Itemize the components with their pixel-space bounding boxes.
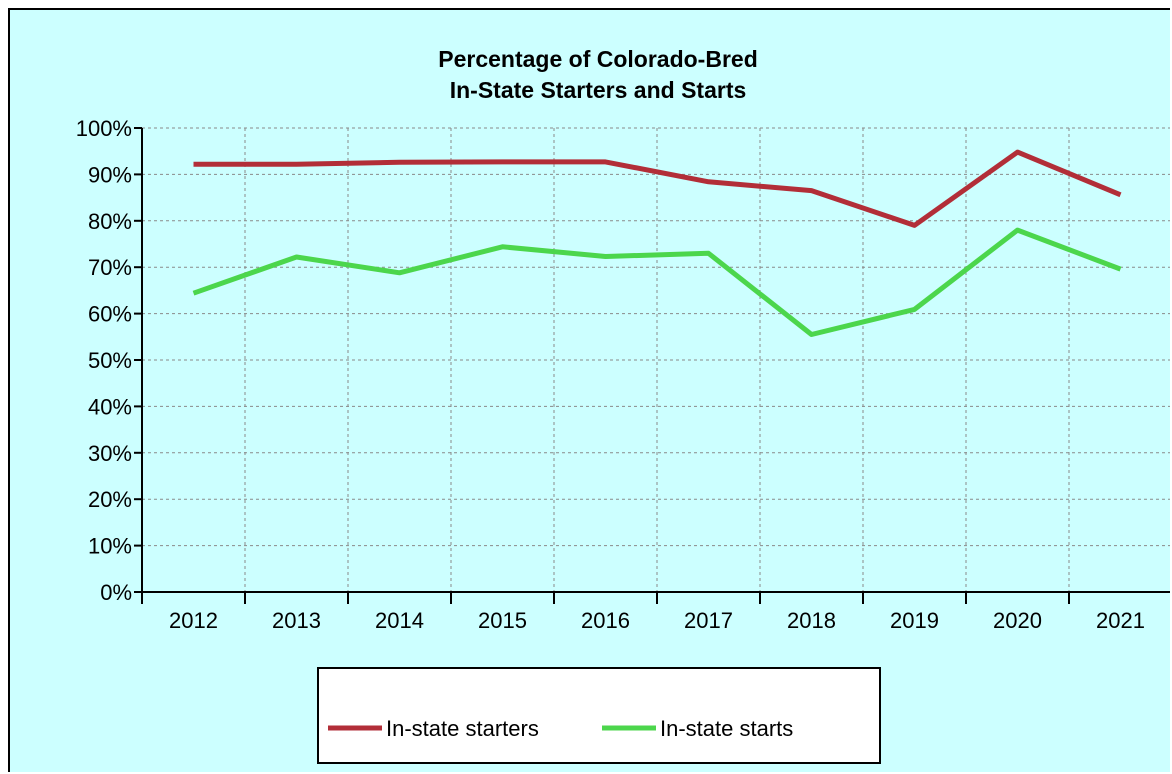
series-line-in-state-starts	[192, 227, 1122, 337]
y-tick-label: 40%	[88, 394, 132, 419]
chart-title-line-2: In-State Starters and Starts	[450, 77, 747, 103]
series-lines	[192, 149, 1122, 337]
grid-lines	[134, 127, 1170, 604]
legend-label-in-state-starts: In-state starts	[660, 716, 793, 741]
chart-frame: Percentage of Colorado-Bred In-State Sta…	[8, 8, 1170, 772]
x-tick-label: 2017	[684, 608, 733, 633]
x-tick-label: 2015	[478, 608, 527, 633]
y-tick-label: 100%	[76, 116, 132, 141]
y-tick-label: 70%	[88, 255, 132, 280]
x-tick-labels: 2012 2013 2014 2015 2016 2017 2018 2019 2020 2021	[169, 608, 1145, 633]
legend-box	[317, 667, 881, 764]
chart-title-line-1: Percentage of Colorado-Bred	[438, 46, 758, 72]
y-tick-label: 50%	[88, 348, 132, 373]
x-tick-label: 2020	[993, 608, 1042, 633]
legend: In-state starters In-state starts	[317, 667, 881, 764]
y-tick-label: 0%	[100, 580, 132, 605]
y-tick-label: 10%	[88, 534, 132, 559]
x-tick-label: 2016	[581, 608, 630, 633]
x-tick-label: 2014	[375, 608, 424, 633]
x-tick-label: 2013	[272, 608, 321, 633]
plot-area	[142, 128, 1170, 592]
y-tick-labels: 0% 10% 20% 30% 40% 50% 60% 70% 80% 90% 100%	[76, 116, 132, 605]
legend-label-in-state-starters: In-state starters	[386, 716, 539, 741]
y-tick-label: 30%	[88, 441, 132, 466]
y-tick-label: 80%	[88, 209, 132, 234]
axes	[141, 128, 1170, 593]
y-tick-label: 90%	[88, 162, 132, 187]
y-tick-label: 60%	[88, 302, 132, 327]
x-tick-label: 2021	[1096, 608, 1145, 633]
series-line-in-state-starters	[193, 149, 1122, 228]
y-tick-label: 20%	[88, 487, 132, 512]
x-tick-label: 2012	[169, 608, 218, 633]
x-tick-label: 2019	[890, 608, 939, 633]
line-chart: Percentage of Colorado-Bred In-State Sta…	[76, 46, 1170, 764]
x-tick-label: 2018	[787, 608, 836, 633]
